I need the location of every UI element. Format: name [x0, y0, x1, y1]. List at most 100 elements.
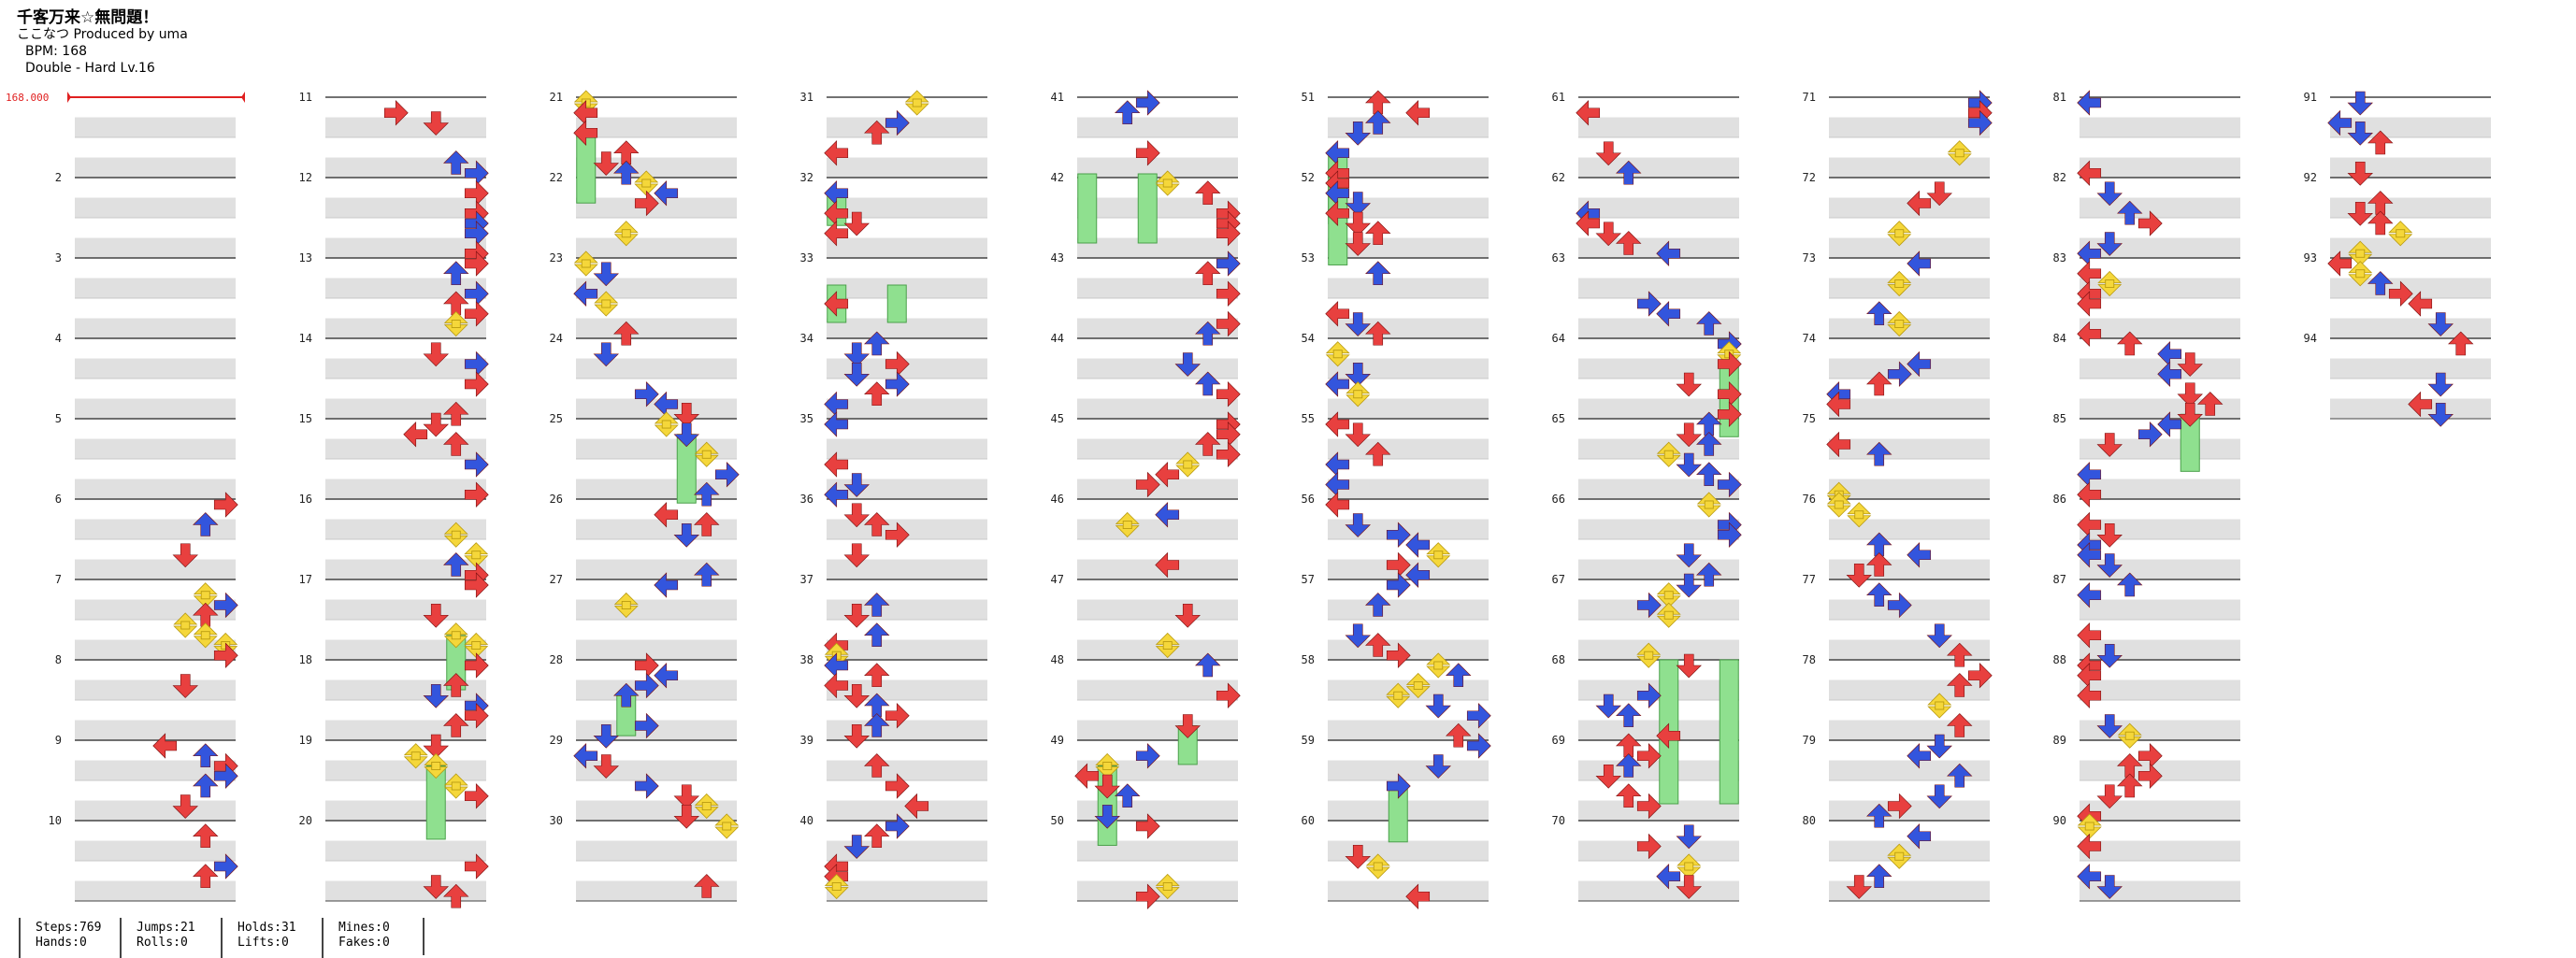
- difficulty-label: Double - Hard Lv.16: [25, 61, 155, 76]
- beat-stripe: [75, 840, 236, 861]
- hold-note: [1077, 173, 1098, 244]
- beat-stripe: [576, 679, 737, 700]
- beat-stripe: [1578, 479, 1739, 499]
- hold-note: [1719, 659, 1739, 805]
- measure-number: 35: [800, 412, 813, 425]
- measure-number: 88: [2053, 653, 2066, 666]
- beat-stripe: [1578, 398, 1739, 419]
- measure-number: 28: [550, 653, 563, 666]
- measure-number: 66: [1552, 493, 1565, 506]
- measure-number: 57: [1302, 573, 1315, 586]
- measure-number: 13: [299, 251, 312, 265]
- beat-stripe: [827, 318, 987, 338]
- beat-stripe: [576, 398, 737, 419]
- beat-stripe: [1829, 438, 1990, 459]
- beat-stripe: [2080, 318, 2240, 338]
- beat-stripe: [2080, 880, 2240, 901]
- measure-number: 17: [299, 573, 312, 586]
- beat-stripe: [325, 358, 486, 379]
- beat-stripe: [2080, 800, 2240, 821]
- measure-number: 92: [2304, 171, 2317, 184]
- beat-stripe: [827, 237, 987, 258]
- stat-fakes: Fakes:0: [338, 936, 390, 950]
- measure-number: 59: [1302, 734, 1315, 747]
- beat-stripe: [2330, 358, 2491, 379]
- measure-number: 72: [1803, 171, 1816, 184]
- beat-stripe: [325, 760, 486, 780]
- beat-stripe: [827, 479, 987, 499]
- measure-number: 44: [1051, 332, 1064, 345]
- beat-stripe: [827, 117, 987, 137]
- beat-stripe: [1578, 117, 1739, 137]
- beat-stripe: [1077, 840, 1238, 861]
- measure-number: 41: [1051, 91, 1064, 104]
- measure-number: 56: [1302, 493, 1315, 506]
- step-arrow: [2347, 91, 2373, 116]
- beat-stripe: [75, 157, 236, 178]
- stat-jumps: Jumps:21: [137, 921, 195, 935]
- measure-number: 16: [299, 493, 312, 506]
- measure-number: 8: [55, 653, 62, 666]
- beat-stripe: [325, 197, 486, 218]
- song-header: 千客万来☆無問題！ ここなつ Produced by uma BPM: 168 …: [17, 9, 188, 77]
- measure-number: 15: [299, 412, 312, 425]
- beat-stripe: [75, 479, 236, 499]
- beat-stripe: [1829, 197, 1990, 218]
- beat-stripe: [1077, 720, 1238, 740]
- measure-number: 7: [55, 573, 62, 586]
- beat-stripe: [1077, 479, 1238, 499]
- beat-stripe: [325, 117, 486, 137]
- stat-group-steps: Steps:769 Hands:0: [19, 918, 101, 958]
- beat-stripe: [325, 479, 486, 499]
- beat-stripe: [1829, 519, 1990, 539]
- hold-note: [1137, 173, 1158, 244]
- beat-stripe: [2080, 157, 2240, 178]
- measure-number: 21: [550, 91, 563, 104]
- beat-stripe: [1077, 237, 1238, 258]
- beat-stripe: [1328, 278, 1489, 298]
- beat-stripe: [827, 358, 987, 379]
- measure-number: 61: [1552, 91, 1565, 104]
- bpm-label: BPM: 168: [25, 44, 88, 59]
- beat-stripe: [1829, 237, 1990, 258]
- beat-stripe: [576, 599, 737, 620]
- measure-number: 40: [800, 814, 813, 827]
- beat-stripe: [576, 278, 737, 298]
- step-chart: 2345678910111213141516171819202122232425…: [6, 90, 2491, 909]
- beat-stripe: [1578, 157, 1739, 178]
- song-subtitle: ここなつ Produced by uma: [17, 27, 188, 42]
- measure-number: 24: [550, 332, 563, 345]
- measure-number: 5: [55, 412, 62, 425]
- measure-number: 9: [55, 734, 62, 747]
- measure-number: 68: [1552, 653, 1565, 666]
- beat-stripe: [2080, 559, 2240, 579]
- beat-stripe: [827, 398, 987, 419]
- measure-number: 75: [1803, 412, 1816, 425]
- beat-stripe: [75, 720, 236, 740]
- measure-number: 14: [299, 332, 312, 345]
- beat-stripe: [576, 237, 737, 258]
- measure-number: 6: [55, 493, 62, 506]
- beat-stripe: [75, 760, 236, 780]
- measure-number: 85: [2053, 412, 2066, 425]
- beat-stripe: [1077, 599, 1238, 620]
- measure-number: 76: [1803, 493, 1816, 506]
- beat-stripe: [827, 679, 987, 700]
- beat-stripe: [75, 398, 236, 419]
- measure-number: 54: [1302, 332, 1315, 345]
- measure-number: 86: [2053, 493, 2066, 506]
- measure-number: 47: [1051, 573, 1064, 586]
- beat-stripe: [1328, 157, 1489, 178]
- beat-stripe: [827, 800, 987, 821]
- measure-labels: 2345678910111213141516171819202122232425…: [49, 91, 2317, 827]
- measure-number: 89: [2053, 734, 2066, 747]
- beat-stripe: [1077, 639, 1238, 660]
- beat-stripe: [1829, 157, 1990, 178]
- beat-stripe: [2080, 117, 2240, 137]
- beat-stripe: [827, 278, 987, 298]
- beat-stripe: [2080, 438, 2240, 459]
- beat-stripe: [1328, 197, 1489, 218]
- beat-stripe: [576, 840, 737, 861]
- beat-stripe: [1829, 599, 1990, 620]
- measure-number: 42: [1051, 171, 1064, 184]
